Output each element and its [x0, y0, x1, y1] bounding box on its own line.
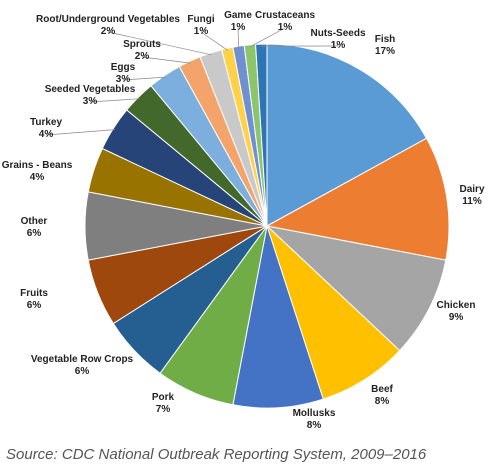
- slice-label: Grains - Beans 4%: [2, 160, 73, 183]
- slice-category: Mollusks: [293, 408, 336, 419]
- leader-line: [141, 56, 191, 64]
- slice-label: Beef 8%: [371, 384, 393, 407]
- slice-percent: 4%: [30, 172, 45, 183]
- slice-label: Turkey 4%: [30, 117, 62, 140]
- slice-percent: 3%: [83, 96, 98, 107]
- slice-category: Beef: [371, 384, 393, 395]
- slice-category: Seeded Vegetables: [45, 84, 136, 95]
- slice-category: Vegetable Row Crops: [31, 354, 134, 365]
- slice-label: Game 1%: [224, 10, 252, 33]
- pie-chart: Fish 17%Dairy 11%Chicken 9%Beef 8%Mollusks 8%…: [2, 10, 485, 431]
- slice-percent: 3%: [116, 74, 131, 85]
- pie-slice-nuts-seeds: [255, 43, 268, 227]
- leader-line: [122, 76, 166, 81]
- slice-category: Other: [21, 216, 48, 227]
- slice-percent: 6%: [27, 300, 42, 311]
- slice-category: Chicken: [437, 300, 476, 311]
- pie-slice-mollusks: [232, 225, 324, 409]
- slice-percent: 2%: [135, 51, 150, 62]
- slice-label: Other 6%: [21, 216, 48, 239]
- slice-percent: 2%: [101, 26, 116, 37]
- slice-category: Eggs: [111, 62, 136, 73]
- slice-category: Fish: [375, 34, 396, 45]
- slice-category: Crustaceans: [255, 10, 315, 21]
- leader-line: [200, 31, 228, 51]
- leader-line: [237, 27, 240, 49]
- slice-label: Mollusks 8%: [293, 408, 336, 431]
- slice-label: Eggs 3%: [111, 62, 136, 85]
- slice-category: Sprouts: [123, 39, 161, 50]
- slice-category: Pork: [152, 392, 175, 403]
- slice-label: Fungi 1%: [187, 14, 214, 37]
- slice-label: Sprouts 2%: [123, 39, 161, 62]
- pie-slice-chicken: [265, 225, 447, 352]
- slice-percent: 1%: [331, 40, 346, 51]
- slice-category: Game: [224, 10, 252, 21]
- slice-label: Fish 17%: [375, 34, 396, 57]
- slice-percent: 1%: [194, 26, 209, 37]
- slice-percent: 4%: [39, 129, 54, 140]
- slice-label: Root/Underground Vegetables 2%: [36, 14, 180, 37]
- slice-label: Vegetable Row Crops 6%: [31, 354, 134, 377]
- leader-line: [107, 31, 212, 56]
- slice-percent: 1%: [278, 22, 293, 33]
- slice-category: Turkey: [30, 117, 62, 128]
- source-note: Source: CDC National Outbreak Reporting …: [6, 446, 427, 463]
- leader-line: [89, 98, 140, 103]
- slice-label: Crustaceans 1%: [255, 10, 315, 33]
- slice-label: Fruits 6%: [20, 288, 48, 311]
- slice-percent: 8%: [375, 396, 390, 407]
- slice-category: Root/Underground Vegetables: [36, 14, 180, 25]
- slice-label: Chicken 9%: [437, 300, 476, 323]
- slice-category: Dairy: [459, 184, 484, 195]
- slice-category: Fungi: [187, 14, 214, 25]
- slice-percent: 17%: [375, 46, 395, 57]
- slice-label: Seeded Vegetables 3%: [45, 84, 136, 107]
- slice-percent: 8%: [307, 420, 322, 431]
- slice-category: Fruits: [20, 288, 48, 299]
- slice-category: Nuts-Seeds: [310, 28, 365, 39]
- pie-slice-fish: [266, 43, 428, 227]
- pie-slice-dairy: [265, 137, 450, 261]
- leader-lines: [45, 27, 339, 136]
- slice-label: Nuts-Seeds 1%: [310, 28, 365, 51]
- slice-percent: 9%: [449, 312, 464, 323]
- pie-slices: [84, 43, 450, 409]
- slice-labels: Fish 17%Dairy 11%Chicken 9%Beef 8%Mollusks 8%…: [2, 10, 485, 431]
- slice-percent: 6%: [75, 366, 90, 377]
- slice-percent: 6%: [27, 228, 42, 239]
- slice-percent: 1%: [231, 22, 246, 33]
- pie-slice-beef: [266, 225, 401, 400]
- slice-category: Grains - Beans: [2, 160, 73, 171]
- slice-label: Pork 7%: [152, 392, 175, 415]
- slice-percent: 11%: [462, 196, 482, 207]
- slice-percent: 7%: [156, 404, 171, 415]
- slice-label: Dairy 11%: [459, 184, 484, 207]
- leader-line: [45, 129, 116, 136]
- leader-line: [249, 27, 286, 48]
